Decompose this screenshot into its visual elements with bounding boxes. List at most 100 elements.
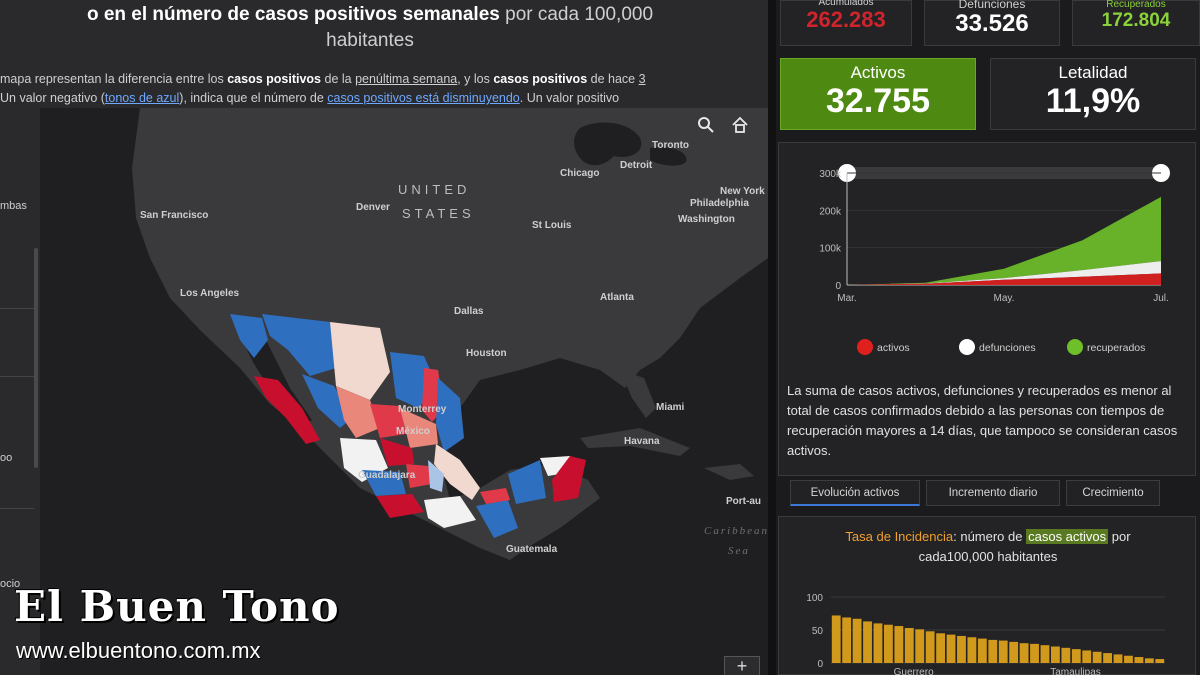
incidence-bar[interactable] [1050, 646, 1060, 664]
state-michoacan[interactable] [362, 470, 406, 496]
incidence-bar[interactable] [946, 634, 956, 663]
map-title: o en el número de casos positivos semana… [0, 2, 740, 54]
stat-card-activos: Activos 32.755 [780, 58, 976, 130]
zoom-in-icon[interactable]: + [724, 656, 760, 675]
great-lakes [650, 146, 687, 166]
state-baja-california-sur[interactable] [254, 376, 320, 444]
description-run: 3 [638, 72, 646, 86]
incidence-bar[interactable] [863, 621, 872, 663]
city-label: New York [720, 186, 765, 197]
description-run: , y los [457, 72, 494, 86]
state-san-luis-potosi[interactable] [400, 408, 438, 448]
incidence-bar[interactable] [1030, 643, 1039, 663]
stat-value: 33.526 [955, 10, 1029, 37]
city-label: St Louis [532, 220, 572, 231]
city-label: Monterrey [398, 404, 447, 415]
incidence-bar[interactable] [998, 640, 1008, 663]
state-tabasco[interactable] [480, 488, 510, 504]
city-label: San Francisco [140, 210, 208, 221]
state-durango[interactable] [336, 386, 380, 438]
description-run[interactable]: casos positivos está disminuyendo [327, 91, 520, 105]
mexico-choropleth[interactable] [230, 314, 586, 538]
divider [0, 308, 34, 309]
incidence-bar[interactable] [967, 637, 977, 663]
state-oaxaca[interactable] [424, 496, 476, 528]
incidence-bar[interactable] [936, 633, 946, 663]
area-recuperados[interactable] [847, 196, 1161, 285]
description-run: casos positivos [493, 72, 588, 86]
state-quintana-roo[interactable] [552, 456, 586, 502]
incidence-bar[interactable] [1103, 653, 1113, 663]
incidence-bar[interactable] [957, 635, 966, 663]
state-tamaulipas[interactable] [436, 378, 464, 452]
legend-swatch[interactable] [857, 339, 873, 355]
state-baja-california[interactable] [230, 314, 268, 358]
map-canvas[interactable]: UNITED STATES Caribbean Sea Toronto Chica… [40, 108, 768, 675]
incidence-bar[interactable] [831, 615, 841, 663]
incidence-bar[interactable] [904, 628, 914, 663]
stat-card-letalidad: Letalidad 11,9% [990, 58, 1196, 130]
y-tick-label: 100 [806, 593, 823, 604]
incidence-bar[interactable] [894, 626, 904, 663]
incidence-title-tag: casos activos [1026, 529, 1109, 544]
incidence-chart[interactable]: 100 50 0 Guerrero Tamaulipas [779, 517, 1197, 675]
incidence-bar[interactable] [1124, 655, 1133, 663]
stat-card-acumulados: Acumulados 262.283 [780, 0, 912, 46]
state-guanajuato[interactable] [380, 438, 414, 466]
state-zacatecas[interactable] [370, 404, 406, 438]
tab-incremento-diario[interactable]: Incremento diario [926, 480, 1060, 506]
panel-divider [768, 0, 776, 675]
incidence-bar[interactable] [1071, 649, 1081, 663]
incidence-bar[interactable] [1092, 651, 1102, 663]
country-label: UNITED [398, 182, 470, 197]
description-run: de la [321, 72, 356, 86]
incidence-bar[interactable] [1113, 654, 1123, 663]
incidence-bar[interactable] [883, 624, 893, 663]
y-tick-label: 50 [812, 626, 824, 637]
stat-label: Defunciones [958, 0, 1026, 11]
incidence-bar[interactable] [873, 623, 883, 663]
incidence-bar[interactable] [977, 638, 987, 663]
incidence-bar[interactable] [842, 617, 852, 663]
city-label: Guadalajara [358, 470, 416, 481]
legend-swatch[interactable] [1067, 339, 1083, 355]
search-icon[interactable] [694, 116, 718, 140]
description-run[interactable]: tonos de azul [104, 91, 180, 105]
state-campeche[interactable] [508, 460, 546, 504]
map-description: mapa representan la diferencia entre los… [0, 70, 748, 108]
home-icon[interactable] [728, 116, 752, 140]
incidence-bar[interactable] [1009, 641, 1019, 663]
state-chihuahua[interactable] [330, 322, 390, 400]
city-label: Los Angeles [180, 288, 240, 299]
state-edomex[interactable] [406, 464, 432, 488]
state-sonora[interactable] [262, 314, 336, 376]
incidence-bar[interactable] [1061, 647, 1071, 663]
legend-label: activos [877, 342, 910, 354]
incidence-bar[interactable] [925, 631, 935, 663]
incidence-bar[interactable] [915, 629, 925, 663]
description-run: de hace [587, 72, 639, 86]
incidence-bar[interactable] [1155, 659, 1165, 663]
incidence-bar[interactable] [1144, 658, 1154, 663]
city-label: Guatemala [506, 544, 558, 555]
state-chiapas[interactable] [476, 500, 518, 538]
tab-evolucion-activos[interactable]: Evolución activos [790, 480, 920, 506]
state-sinaloa[interactable] [302, 374, 352, 428]
legend-scrollbar[interactable] [34, 248, 38, 468]
incidence-bar[interactable] [1019, 643, 1029, 663]
area-activos[interactable] [847, 273, 1161, 285]
area-defunciones[interactable] [847, 261, 1161, 285]
tab-crecimiento[interactable]: Crecimiento [1066, 480, 1160, 506]
legend-swatch[interactable] [959, 339, 975, 355]
incidence-bar[interactable] [1082, 650, 1092, 663]
incidence-bar[interactable] [852, 618, 862, 663]
legend-label: ocio [0, 578, 21, 590]
stat-value: 262.283 [806, 7, 886, 32]
state-puebla[interactable] [428, 460, 444, 492]
incidence-bar[interactable] [988, 639, 998, 663]
state-veracruz[interactable] [434, 444, 480, 500]
incidence-bar[interactable] [1134, 657, 1144, 663]
incidence-bar[interactable] [1040, 645, 1050, 663]
state-guerrero[interactable] [376, 494, 424, 518]
